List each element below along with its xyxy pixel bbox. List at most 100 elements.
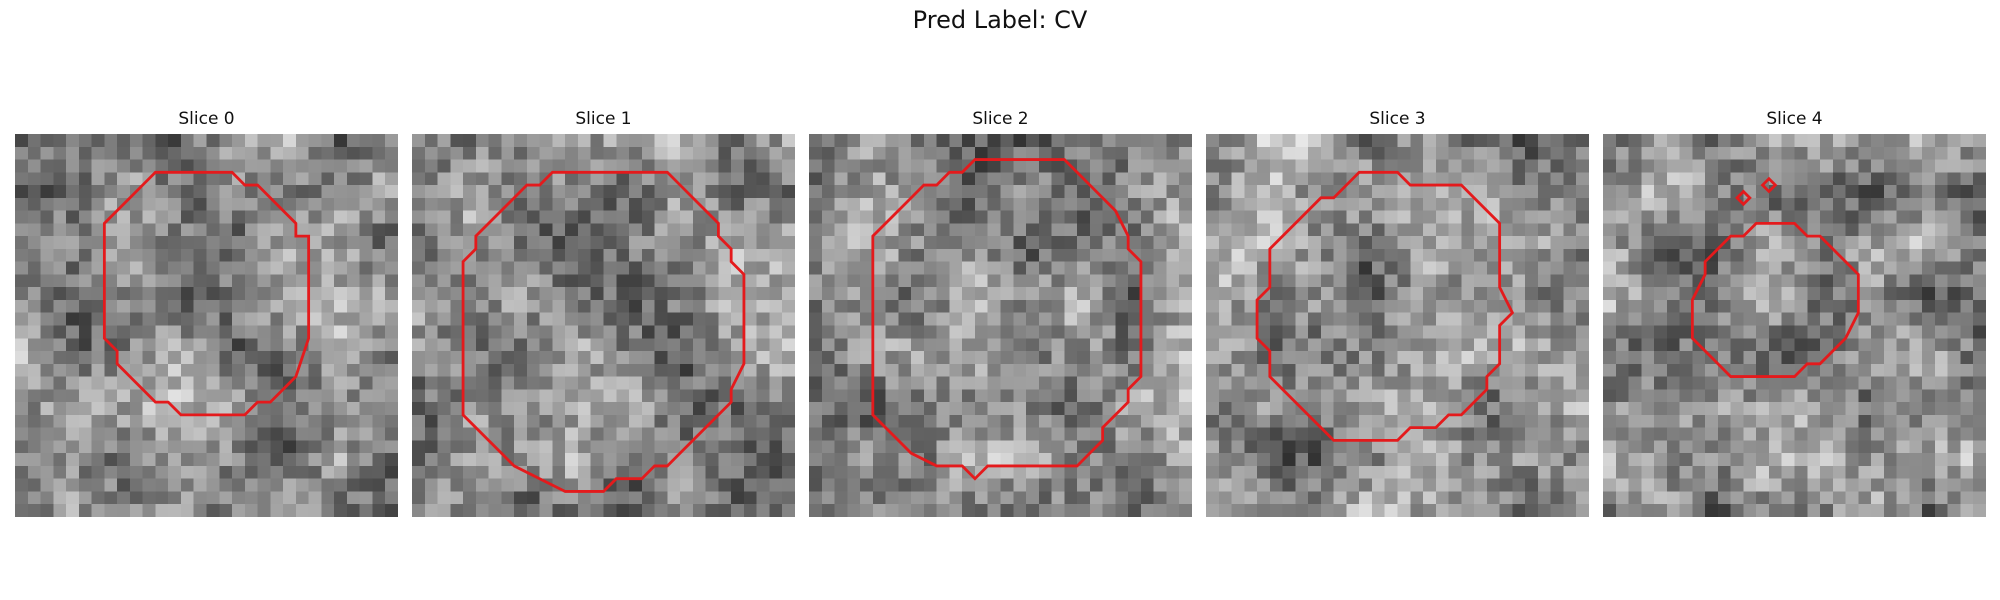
pixel-tile bbox=[860, 325, 874, 339]
pixel-tile bbox=[539, 491, 553, 505]
pixel-tile bbox=[1269, 465, 1283, 479]
pixel-tile bbox=[1973, 197, 1986, 211]
pixel-tile bbox=[514, 223, 528, 237]
pixel-tile bbox=[1128, 402, 1142, 416]
pixel-tile bbox=[834, 223, 848, 237]
pixel-tile bbox=[450, 440, 464, 454]
pixel-tile bbox=[219, 440, 233, 454]
pixel-tile bbox=[860, 185, 874, 199]
pixel-tile bbox=[1206, 210, 1220, 224]
pixel-tile bbox=[654, 465, 668, 479]
pixel-tile bbox=[180, 159, 194, 173]
pixel-tile bbox=[1576, 440, 1589, 454]
pixel-tile bbox=[1153, 146, 1167, 160]
pixel-tile bbox=[743, 427, 757, 441]
pixel-tile bbox=[629, 440, 643, 454]
pixel-tile bbox=[180, 274, 194, 288]
pixel-tile bbox=[1218, 491, 1232, 505]
pixel-tile bbox=[577, 465, 591, 479]
pixel-tile bbox=[1717, 248, 1731, 262]
pixel-tile bbox=[718, 389, 732, 403]
pixel-tile bbox=[1026, 453, 1040, 467]
pixel-tile bbox=[1257, 134, 1271, 148]
pixel-tile bbox=[1794, 491, 1808, 505]
pixel-tile bbox=[1257, 274, 1271, 288]
pixel-tile bbox=[321, 236, 335, 250]
pixel-tile bbox=[1845, 440, 1859, 454]
pixel-tile bbox=[257, 427, 271, 441]
pixel-tile bbox=[514, 453, 528, 467]
pixel-tile bbox=[321, 146, 335, 160]
pixel-tile bbox=[577, 134, 591, 148]
pixel-tile bbox=[1295, 185, 1309, 199]
pixel-tile bbox=[743, 440, 757, 454]
pixel-tile bbox=[1947, 427, 1961, 441]
pixel-tile bbox=[974, 299, 988, 313]
pixel-tile bbox=[385, 389, 398, 403]
pixel-tile bbox=[1038, 299, 1052, 313]
pixel-tile bbox=[1064, 338, 1078, 352]
pixel-tile bbox=[1206, 146, 1220, 160]
pixel-tile bbox=[1679, 440, 1693, 454]
pixel-tile bbox=[244, 248, 258, 262]
pixel-tile bbox=[1077, 478, 1091, 492]
pixel-tile bbox=[295, 185, 309, 199]
pixel-tile bbox=[641, 402, 655, 416]
pixel-tile bbox=[680, 504, 694, 517]
pixel-tile bbox=[1628, 210, 1642, 224]
pixel-tile bbox=[1576, 185, 1589, 199]
pixel-tile bbox=[1013, 427, 1027, 441]
pixel-tile bbox=[526, 376, 540, 390]
pixel-tile bbox=[1576, 491, 1589, 505]
pixel-tile bbox=[1397, 146, 1411, 160]
pixel-tile bbox=[295, 427, 309, 441]
pixel-tile bbox=[27, 274, 41, 288]
pixel-tile bbox=[463, 504, 477, 517]
pixel-tile bbox=[193, 287, 207, 301]
pixel-tile bbox=[526, 299, 540, 313]
pixel-tile bbox=[1871, 453, 1885, 467]
pixel-tile bbox=[334, 172, 348, 186]
pixel-tile bbox=[412, 414, 426, 428]
pixel-tile bbox=[1077, 146, 1091, 160]
pixel-tile bbox=[1206, 363, 1220, 377]
pixel-tile bbox=[346, 210, 360, 224]
pixel-tile bbox=[1077, 159, 1091, 173]
pixel-tile bbox=[1461, 504, 1475, 517]
pixel-tile bbox=[40, 274, 54, 288]
pixel-tile bbox=[27, 197, 41, 211]
pixel-tile bbox=[501, 312, 515, 326]
pixel-tile bbox=[1333, 389, 1347, 403]
pixel-tile bbox=[78, 351, 92, 365]
pixel-tile bbox=[1231, 338, 1245, 352]
pixel-tile bbox=[78, 236, 92, 250]
pixel-tile bbox=[911, 402, 925, 416]
pixel-tile bbox=[565, 465, 579, 479]
pixel-tile bbox=[1115, 465, 1129, 479]
pixel-tile bbox=[1064, 223, 1078, 237]
pixel-tile bbox=[1077, 402, 1091, 416]
pixel-tile bbox=[283, 146, 297, 160]
pixel-tile bbox=[1295, 134, 1309, 148]
pixel-tile bbox=[577, 236, 591, 250]
pixel-tile bbox=[1807, 453, 1821, 467]
pixel-tile bbox=[1820, 389, 1834, 403]
pixel-tile bbox=[168, 325, 182, 339]
pixel-tile bbox=[1384, 159, 1398, 173]
pixel-tile bbox=[1013, 312, 1027, 326]
pixel-tile bbox=[1346, 465, 1360, 479]
pixel-tile bbox=[206, 261, 220, 275]
pixel-tile bbox=[346, 478, 360, 492]
pixel-tile bbox=[1603, 389, 1617, 403]
pixel-tile bbox=[769, 440, 783, 454]
pixel-tile bbox=[1371, 453, 1385, 467]
pixel-tile bbox=[450, 363, 464, 377]
pixel-tile bbox=[1743, 236, 1757, 250]
pixel-tile bbox=[743, 351, 757, 365]
pixel-tile bbox=[424, 236, 438, 250]
pixel-tile bbox=[1858, 248, 1872, 262]
pixel-tile bbox=[117, 287, 131, 301]
pixel-tile bbox=[359, 159, 373, 173]
pixel-tile bbox=[1257, 312, 1271, 326]
pixel-tile bbox=[1883, 376, 1897, 390]
